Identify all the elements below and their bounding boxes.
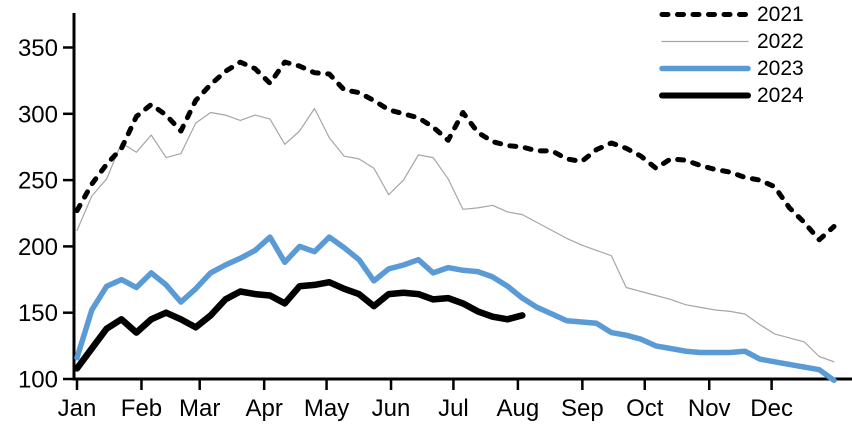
series-line-2023 (74, 234, 837, 384)
legend-item-2024: 2024 (659, 82, 804, 109)
x-tick-label-jan: Jan (58, 395, 97, 422)
x-tick-label-aug: Aug (497, 395, 540, 422)
y-tick-label-150: 150 (18, 300, 58, 327)
y-tick-label-300: 300 (18, 101, 58, 128)
legend-label-2021: 2021 (757, 3, 804, 26)
x-tick-label-jun: Jun (372, 395, 411, 422)
legend-swatch-2021-dashed-line (659, 12, 751, 17)
legend: 2021 2022 2023 2024 (659, 1, 804, 109)
legend-label-2024: 2024 (757, 84, 804, 107)
x-tick-label-oct: Oct (626, 395, 664, 422)
y-tick-label-350: 350 (18, 35, 58, 62)
x-tick-label-feb: Feb (121, 395, 162, 422)
series-line-2024 (73, 278, 526, 372)
x-tick-label-sep: Sep (561, 395, 604, 422)
legend-swatch-2022-thin-line (661, 40, 749, 43)
series-line-2022 (76, 107, 835, 363)
legend-item-2021: 2021 (659, 1, 804, 28)
legend-label-2023: 2023 (757, 57, 804, 80)
legend-label-2022: 2022 (757, 30, 804, 53)
x-tick-label-apr: Apr (245, 395, 282, 422)
y-tick-label-200: 200 (18, 234, 58, 261)
x-tick-label-nov: Nov (688, 395, 731, 422)
legend-item-2022: 2022 (659, 28, 804, 55)
legend-swatch-2024-black-line (659, 92, 751, 99)
x-tick-label-mar: Mar (179, 395, 220, 422)
legend-swatch-2023-blue-line (659, 65, 751, 72)
series-line-2021 (74, 59, 837, 243)
y-tick-label-250: 250 (18, 168, 58, 195)
x-tick-label-dec: Dec (750, 395, 793, 422)
x-tick-label-may: May (304, 395, 349, 422)
x-tick-label-jul: Jul (438, 395, 469, 422)
y-tick-label-100: 100 (18, 367, 58, 394)
legend-item-2023: 2023 (659, 55, 804, 82)
